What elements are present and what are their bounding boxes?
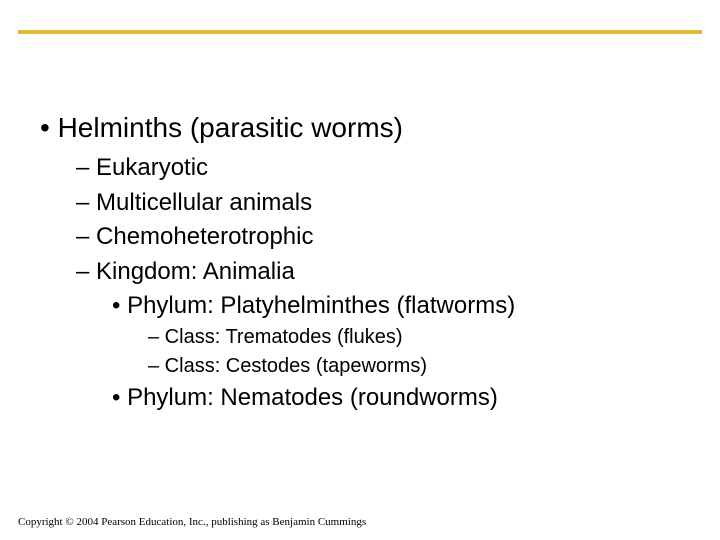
bullet-lvl3: • Phylum: Nematodes (roundworms) xyxy=(112,382,680,414)
bullet-lvl2: – Multicellular animals xyxy=(76,187,680,219)
bullet-lvl4: – Class: Cestodes (tapeworms) xyxy=(148,353,680,380)
bullet-lvl4: – Class: Trematodes (flukes) xyxy=(148,324,680,351)
bullet-lvl3: • Phylum: Platyhelminthes (flatworms) xyxy=(112,290,680,322)
bullet-lvl1: • Helminths (parasitic worms) xyxy=(40,110,680,146)
bullet-lvl2: – Eukaryotic xyxy=(76,152,680,184)
top-accent-bar xyxy=(18,30,702,34)
bullet-lvl2: – Chemoheterotrophic xyxy=(76,221,680,253)
slide-content: • Helminths (parasitic worms) – Eukaryot… xyxy=(40,110,680,417)
bullet-lvl2: – Kingdom: Animalia xyxy=(76,256,680,288)
copyright-text: Copyright © 2004 Pearson Education, Inc.… xyxy=(18,516,366,528)
